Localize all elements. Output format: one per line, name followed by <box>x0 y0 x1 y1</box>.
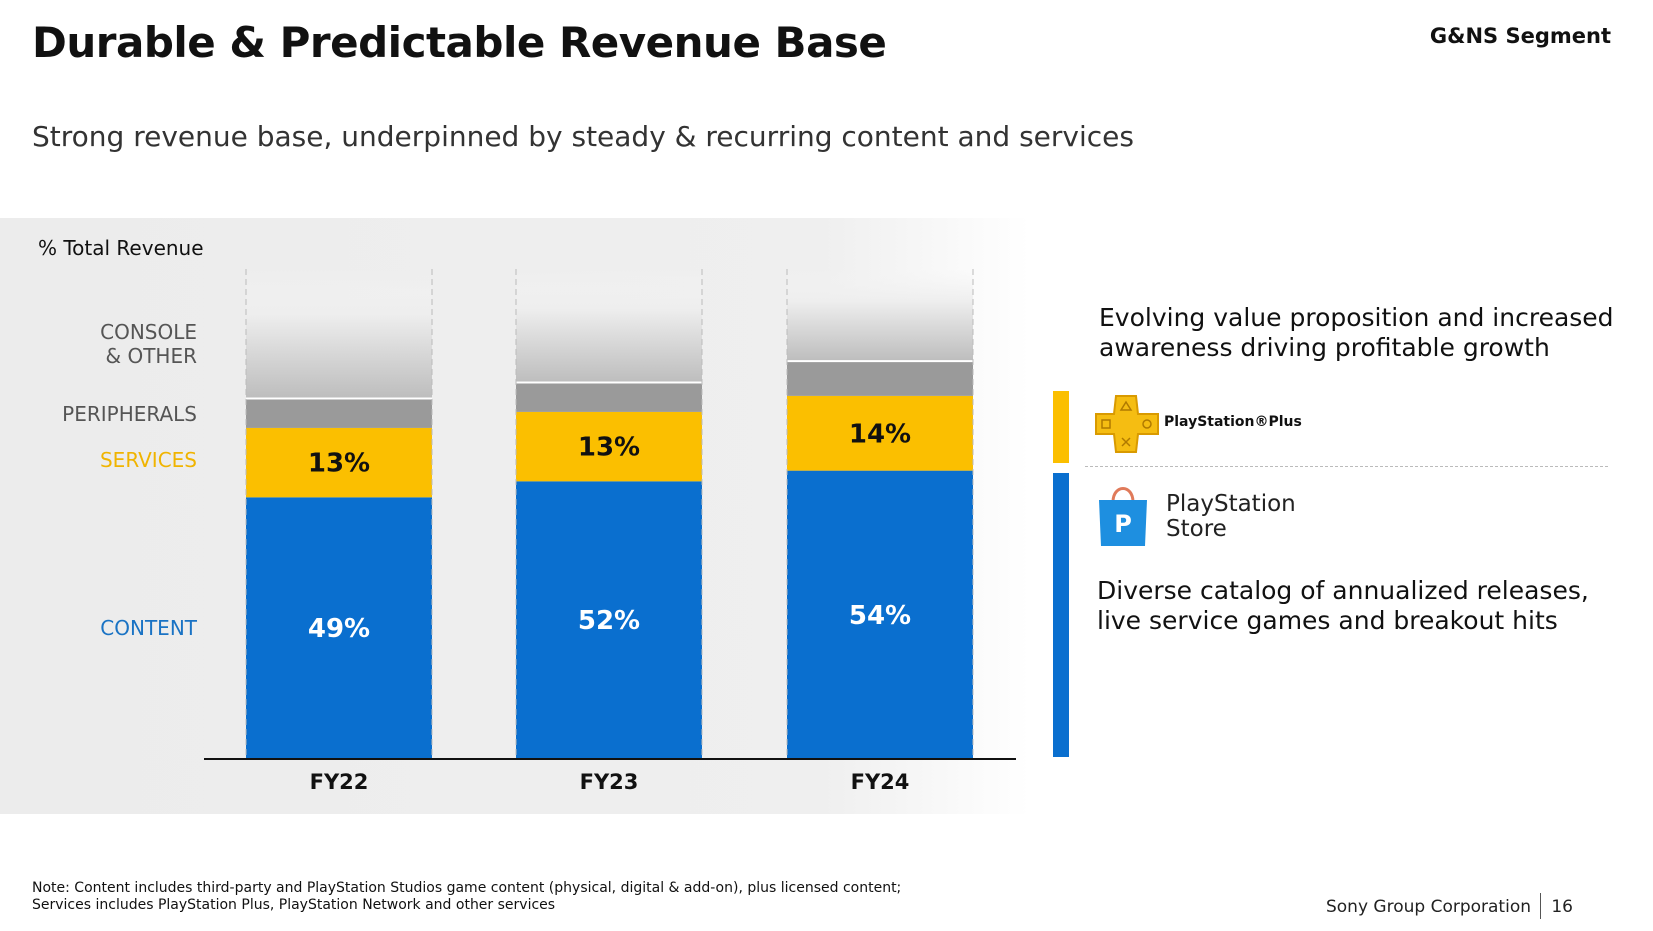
data-label: 14% <box>849 419 911 449</box>
bar-segment-peripherals <box>246 398 432 428</box>
x-tick-label: FY23 <box>580 770 639 794</box>
playstation-plus-logo-text: PlayStation®Plus <box>1164 414 1302 430</box>
page-subtitle: Strong revenue base, underpinned by stea… <box>32 120 1134 153</box>
page-number: 16 <box>1551 897 1573 917</box>
bar-segment-content <box>246 497 432 759</box>
playstation-plus-icon <box>1092 392 1162 456</box>
content-accent-bar <box>1053 473 1069 757</box>
legend-console-other: CONSOLE & OTHER <box>100 320 197 368</box>
bar-segment-services <box>787 395 973 471</box>
data-label: 13% <box>578 433 640 463</box>
y-axis-label: % Total Revenue <box>38 236 204 260</box>
bar-segment-services <box>246 427 432 498</box>
data-label: 54% <box>849 601 911 631</box>
legend-content: CONTENT <box>100 616 197 640</box>
bar-segment-services <box>516 411 702 482</box>
bar-segment-console-other <box>246 269 432 399</box>
footnote-line1: Note: Content includes third-party and P… <box>32 880 902 896</box>
page-title: Durable & Predictable Revenue Base <box>32 18 887 67</box>
footer-separator <box>1540 893 1541 919</box>
playstation-store-icon: P <box>1095 482 1151 548</box>
services-description: Evolving value proposition and increased… <box>1099 303 1614 362</box>
chart-plot: 49% 13% FY22 52% 13% FY23 54% 14% FY24 <box>204 269 1016 794</box>
bar-segment-peripherals <box>787 361 973 396</box>
data-label: 13% <box>308 449 370 479</box>
bar-segment-peripherals <box>516 382 702 412</box>
data-label: 52% <box>578 606 640 636</box>
legend-peripherals: PERIPHERALS <box>62 402 197 426</box>
segment-label: G&NS Segment <box>1429 24 1611 48</box>
services-accent-bar <box>1053 391 1069 463</box>
store-logo-line1: PlayStation <box>1166 491 1296 517</box>
store-logo-line2: Store <box>1166 516 1227 542</box>
bar-segment-content <box>516 481 702 759</box>
legend-services: SERVICES <box>99 448 197 472</box>
x-tick-label: FY24 <box>851 770 910 794</box>
content-description: Diverse catalog of annualized releases, … <box>1097 576 1589 635</box>
svg-text:P: P <box>1114 510 1132 538</box>
bar-segment-console-other <box>516 269 702 383</box>
bar-segment-console-other <box>787 269 973 362</box>
divider <box>1085 466 1608 467</box>
company-name: Sony Group Corporation <box>1325 897 1531 917</box>
x-tick-label: FY22 <box>310 770 369 794</box>
bar-segment-content <box>787 470 973 759</box>
playstation-store-logo-text: PlayStation Store <box>1166 492 1296 542</box>
footnote-line2: Services includes PlayStation Plus, Play… <box>32 897 556 913</box>
data-label: 49% <box>308 614 370 644</box>
stacked-bar-chart: % Total Revenue CONSOLE & OTHER PERIPHERA… <box>0 218 1030 814</box>
footnote: Note: Content includes third-party and P… <box>32 880 901 914</box>
